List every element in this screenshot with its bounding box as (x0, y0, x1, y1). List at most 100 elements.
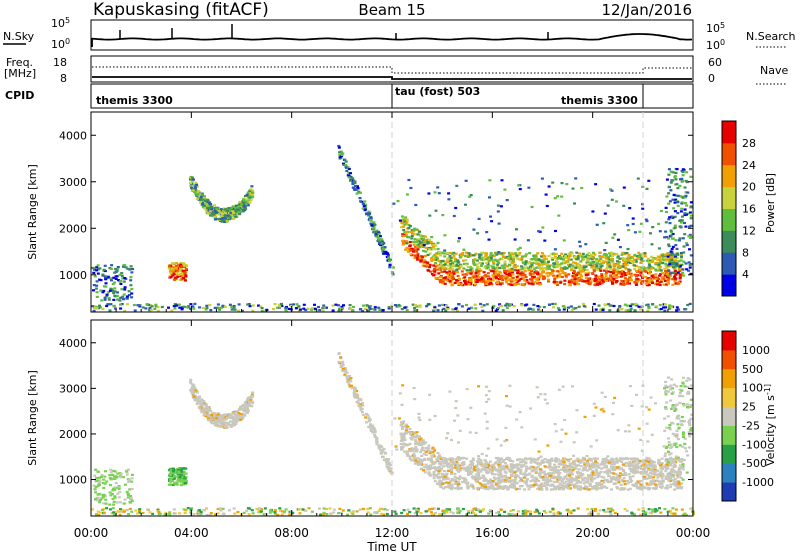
power-echo-cell (118, 299, 122, 302)
power-echo-cell (294, 307, 298, 310)
velocity-echo-cell (189, 382, 193, 385)
power-echo-cell (496, 252, 500, 255)
power-echo-cell (609, 188, 612, 191)
velocity-echo-cell (377, 444, 381, 447)
velocity-echo-cell (524, 469, 528, 473)
power-echo-cell (631, 217, 635, 220)
power-echo-cell (523, 279, 527, 282)
velocity-echo-cell (203, 409, 207, 412)
power-echo-cell (541, 259, 545, 262)
power-echo-cell (571, 187, 575, 190)
power-echo-cell (434, 258, 438, 261)
power-echo-cell (436, 257, 439, 260)
power-echo-cell (451, 308, 455, 311)
velocity-echo-cell (373, 511, 376, 514)
power-echo-cell (555, 276, 559, 279)
velocity-echo-cell (319, 513, 322, 516)
velocity-echo-cell (415, 508, 418, 512)
velocity-echo-cell (590, 508, 594, 511)
power-echo-cell (686, 191, 690, 194)
velocity-echo-cell (173, 512, 177, 515)
power-echo-cell (676, 212, 680, 215)
power-echo-cell (214, 211, 218, 214)
velocity-echo-cell (214, 419, 218, 422)
power-echo-cell (476, 232, 480, 235)
velocity-echo-cell (449, 459, 453, 462)
velocity-echo-cell (412, 507, 416, 510)
velocity-echo-cell (591, 470, 595, 473)
velocity-echo-cell (522, 476, 526, 479)
velocity-echo-cell (631, 475, 635, 478)
power-echo-cell (494, 309, 498, 312)
power-echo-cell (422, 244, 426, 247)
power-echo-cell (199, 201, 203, 204)
velocity-echo-cell (114, 511, 118, 514)
power-echo-cell (469, 276, 473, 279)
power-echo-cell (567, 258, 571, 261)
velocity-echo-cell (210, 422, 214, 425)
power-echo-cell (599, 269, 603, 272)
power-echo-cell (474, 252, 478, 255)
power-echo-cell (462, 262, 466, 265)
power-echo-cell (592, 251, 595, 254)
power-echo-cell (403, 223, 407, 226)
power-echo-cell (434, 276, 438, 280)
power-echo-cell (480, 305, 484, 308)
power-echo-cell (683, 221, 686, 225)
velocity-echo-cell (341, 509, 345, 512)
noise-right-tick-bottom: 100 (706, 38, 725, 53)
power-echo-cell (454, 252, 458, 255)
date-title: 12/Jan/2016 (602, 1, 693, 19)
power-echo-cell (553, 197, 557, 200)
power-echo-cell (113, 307, 117, 310)
velocity-echo-cell (658, 507, 661, 510)
power-echo-cell (238, 205, 242, 208)
power-echo-cell (437, 253, 441, 256)
power-echo-cell (413, 238, 417, 241)
power-echo-cell (658, 230, 662, 233)
power-echo-cell (468, 195, 472, 198)
velocity-echo-cell (210, 418, 214, 421)
power-echo-cell (462, 267, 466, 270)
velocity-echo-cell (521, 479, 525, 482)
velocity-echo-cell (473, 507, 477, 510)
velocity-echo-cell (612, 458, 616, 461)
power-echo-cell (427, 248, 431, 251)
power-echo-cell (456, 259, 460, 262)
power-echo-cell (634, 283, 638, 286)
power-echo-cell (590, 266, 594, 269)
power-echo-cell (648, 278, 652, 281)
velocity-echo-cell (357, 399, 361, 402)
velocity-echo-cell (367, 425, 371, 428)
power-echo-cell (230, 214, 234, 217)
power-echo-cell (280, 302, 283, 306)
power-echo-cell (491, 279, 495, 282)
power-echo-cell (541, 226, 545, 229)
power-echo-cell (650, 243, 654, 246)
power-echo-cell (685, 213, 688, 216)
power-echo-cell (441, 259, 445, 262)
power-echo-cell (489, 264, 493, 267)
power-echo-cell (215, 207, 219, 210)
velocity-echo-cell (625, 509, 629, 512)
power-echo-cell (523, 263, 527, 266)
power-echo-cell (576, 257, 580, 260)
power-echo-cell (667, 269, 671, 272)
power-echo-cell (604, 268, 608, 271)
velocity-echo-cell (379, 452, 383, 455)
power-echo-cell (310, 308, 313, 311)
power-echo-cell (341, 152, 345, 155)
power-echo-cell (599, 308, 603, 311)
velocity-echo-cell (461, 507, 465, 511)
power-echo-cell (633, 268, 637, 271)
power-echo-cell (553, 302, 557, 305)
power-echo-cell (436, 248, 440, 251)
power-echo-cell (192, 178, 195, 181)
power-echo-cell (318, 309, 322, 312)
power-echo-cell (194, 186, 197, 189)
power-echo-cell (678, 237, 682, 240)
velocity-echo-cell (225, 416, 229, 419)
velocity-echo-cell (514, 488, 518, 491)
power-echo-cell (352, 188, 356, 191)
power-echo-cell (342, 163, 346, 166)
